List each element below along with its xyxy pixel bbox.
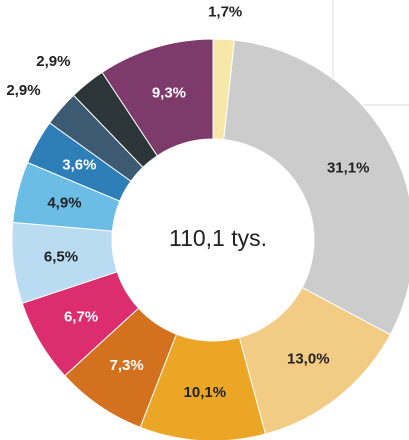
value-label: 9,3% <box>152 84 186 101</box>
value-label: 6,5% <box>44 249 78 266</box>
value-label: 31,1% <box>327 159 370 176</box>
donut-slice <box>223 39 409 336</box>
center-label: 110,1 tys. <box>169 225 267 251</box>
value-label: 10,1% <box>184 384 227 401</box>
value-label: 7,3% <box>110 357 144 374</box>
value-label: 13,0% <box>287 351 330 368</box>
value-label: 4,9% <box>47 194 81 211</box>
value-label: 2,9% <box>36 53 70 70</box>
value-label: 2,9% <box>6 82 40 99</box>
value-label: 6,7% <box>64 308 98 325</box>
value-label: 1,7% <box>208 3 242 20</box>
donut-slice <box>101 38 214 157</box>
value-label: 3,6% <box>62 156 96 173</box>
